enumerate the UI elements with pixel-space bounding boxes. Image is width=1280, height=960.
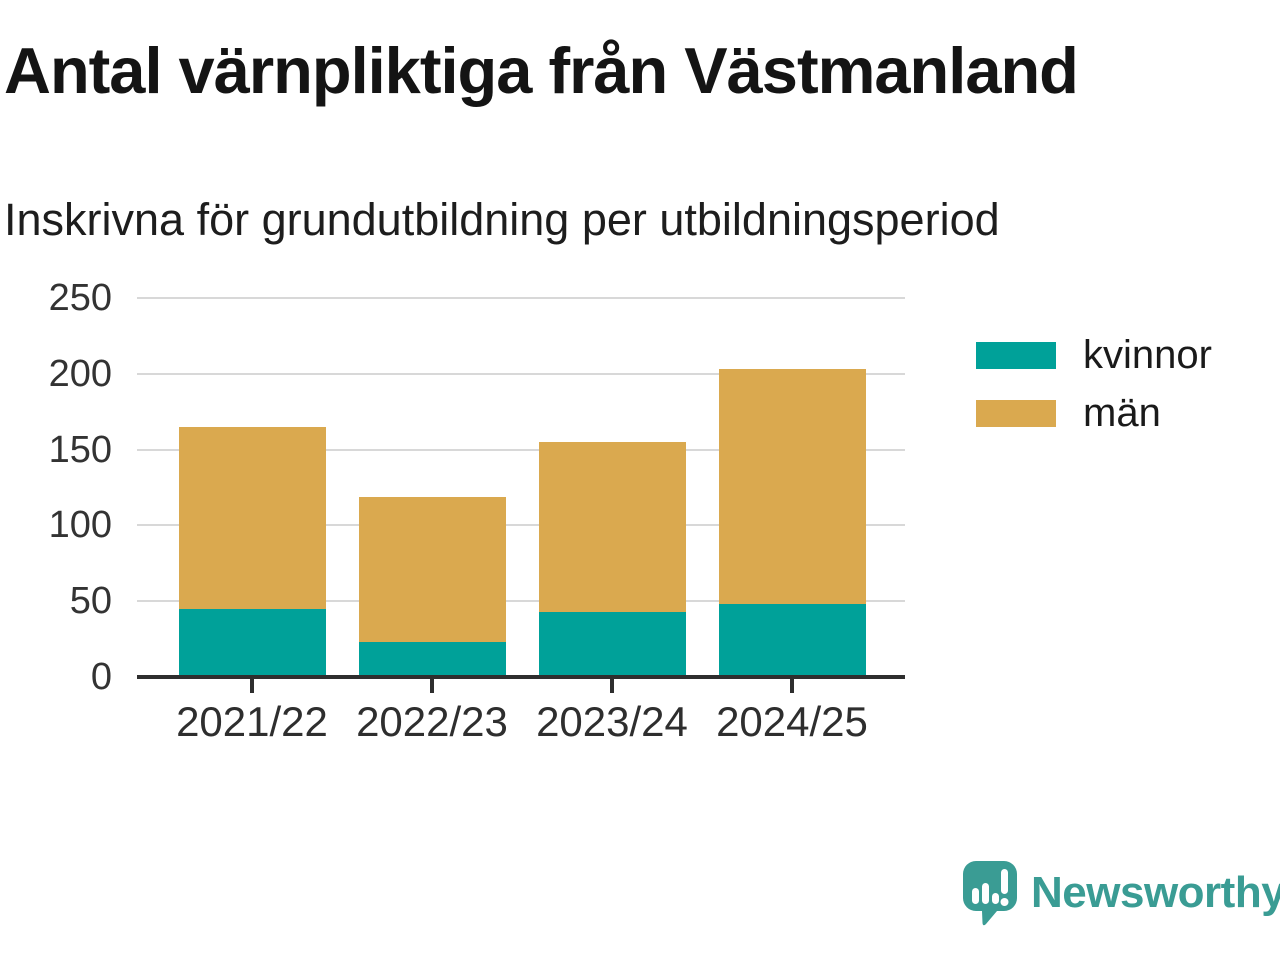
x-axis-tick-label: 2023/24 [536,698,688,745]
brand-logo: Newsworthy [960,858,1280,928]
brand-wordmark: Newsworthy [1031,868,1280,917]
bar-segment-kvinnor-2021-22 [178,608,326,677]
legend-swatch-kvinnor [976,342,1056,369]
x-axis-tick-label: 2021/22 [176,698,328,745]
y-axis-tick-label: 250 [48,277,112,319]
y-axis-tick-label: 150 [48,428,112,471]
y-axis-tick-label: 200 [48,352,112,395]
y-axis-tick-label: 0 [90,656,112,698]
bar-segment-kvinnor-2022-23 [358,642,506,677]
gridline-50 [137,600,905,603]
bar-segment-man-2021-22 [178,426,326,609]
legend-item-man: män [976,391,1212,435]
x-axis-tick [430,679,434,693]
legend-swatch-man [976,400,1056,427]
gridline-150 [137,448,905,451]
gridline-250 [137,297,905,299]
bar-segment-man-2024-25 [718,369,866,605]
x-axis-tick [250,679,254,693]
legend-label-kvinnor: kvinnor [1083,333,1212,377]
y-axis-tick-label: 50 [69,580,112,623]
page-title: Antal värnpliktiga från Västmanland [4,34,1079,107]
gridline-100 [137,524,905,527]
legend: kvinnor män [976,333,1212,458]
legend-label-man: män [1083,391,1161,435]
newsworthy-logo-icon [963,861,1017,926]
y-axis-tick-label: 100 [48,504,112,547]
x-axis-line [137,675,905,679]
gridline-200 [137,372,905,375]
x-axis-tick-label: 2022/23 [356,698,508,745]
page-subtitle: Inskrivna för grundutbildning per utbild… [4,194,1000,245]
bar-segment-man-2022-23 [358,496,506,643]
legend-item-kvinnor: kvinnor [976,333,1212,377]
bar-segment-man-2023-24 [538,442,686,612]
x-axis-tick [610,679,614,693]
bar-segment-kvinnor-2024-25 [718,604,866,677]
bar-segment-kvinnor-2023-24 [538,611,686,677]
x-axis-tick [790,679,794,693]
x-axis-tick-label: 2024/25 [716,698,868,745]
